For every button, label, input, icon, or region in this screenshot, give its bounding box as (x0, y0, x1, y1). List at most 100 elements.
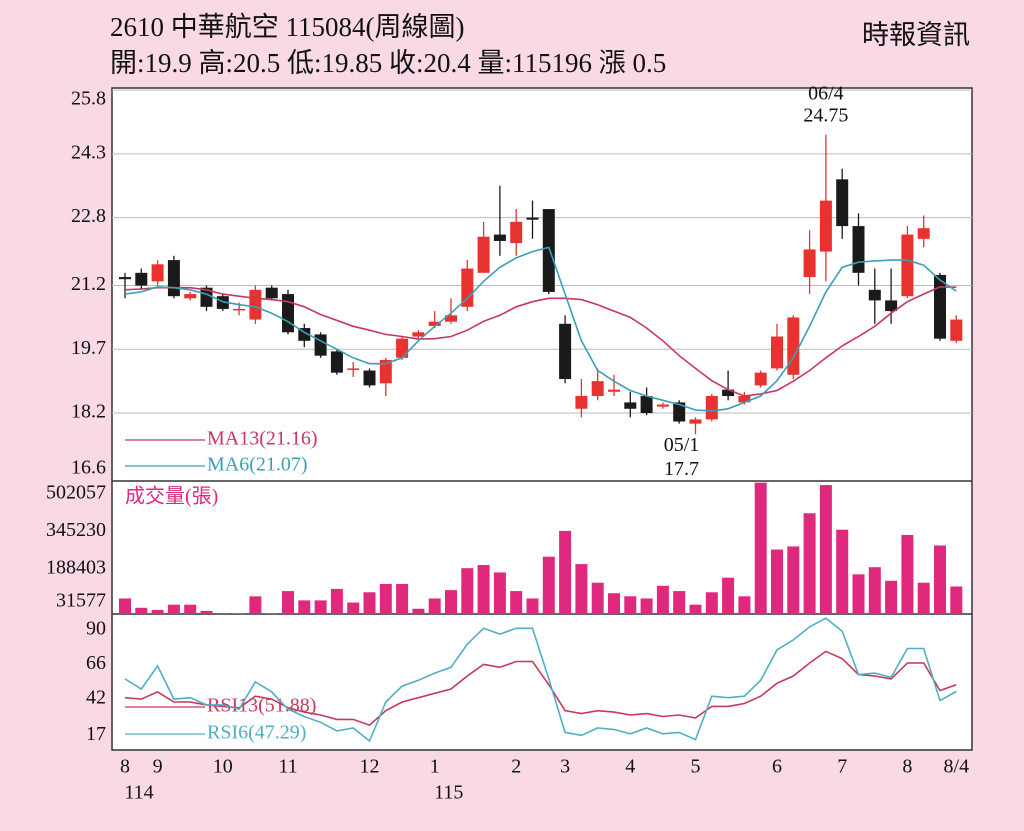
volume-bar (738, 596, 751, 614)
candle-body (722, 389, 735, 397)
candle-body (934, 274, 946, 339)
x-tick-label: 1 (430, 756, 440, 778)
candle-body (852, 226, 865, 273)
volume-bar (542, 556, 555, 614)
volume-bar (901, 534, 914, 614)
x-tick-label: 10 (213, 756, 233, 778)
candle-body (754, 372, 767, 386)
x-tick-label: 7 (837, 756, 847, 778)
candle-body (233, 308, 246, 311)
volume-bar (836, 529, 849, 614)
volume-bar (640, 598, 653, 614)
candle-body (526, 217, 539, 220)
y-tick-label: 66 (86, 652, 106, 674)
candle-body (461, 268, 474, 307)
volume-bar (591, 582, 604, 614)
legend-label: MA6(21.07) (207, 454, 308, 476)
volume-bar (396, 583, 409, 614)
y-tick-label: 345230 (46, 519, 106, 541)
candle-body (950, 319, 963, 341)
volume-bar (705, 592, 718, 614)
candle-body (656, 404, 669, 407)
volume-bar (119, 598, 131, 614)
candle-body (265, 287, 278, 299)
candle-body (151, 264, 164, 282)
volume-bar (819, 485, 832, 614)
series-line (124, 617, 957, 743)
plot-frame (111, 87, 973, 751)
candle-body (901, 234, 914, 297)
series-line (124, 246, 957, 412)
candle-body (787, 317, 800, 375)
panel-title: 成交量(張) (125, 485, 218, 508)
candle-body (184, 294, 197, 299)
annotation-date: 05/1 (664, 434, 700, 456)
candle-body (624, 402, 637, 409)
x-tick-label: 6 (772, 756, 782, 778)
volume-bar (608, 593, 620, 614)
candle-body (591, 381, 604, 397)
candle-body (803, 249, 816, 278)
candle-body (836, 179, 849, 227)
volume-bar (934, 545, 946, 614)
candle-body (510, 221, 523, 244)
volume-bar (477, 565, 490, 614)
volume-bar (624, 596, 637, 614)
x-tick-label: 12 (360, 756, 380, 778)
chart-title: 2610 中華航空 115084(周線圖) (110, 12, 464, 42)
volume-bar (868, 567, 881, 614)
candle-body (330, 351, 343, 373)
legend-label: RSI13(51.88) (207, 695, 316, 717)
volume-bar (885, 580, 898, 614)
candle-body (542, 209, 555, 292)
volume-bar (771, 549, 783, 614)
volume-bar (950, 586, 963, 614)
candle-body (363, 370, 376, 386)
annotation-date: 06/4 (808, 82, 844, 104)
volume-bar (379, 583, 392, 614)
volume-bar (330, 588, 343, 614)
volume-bar (363, 592, 376, 614)
annotation-value: 24.75 (803, 104, 848, 126)
candle-body (640, 396, 653, 414)
volume-bar (428, 598, 441, 614)
candle-body (200, 287, 213, 307)
source: 時報資訊 (862, 20, 970, 50)
x-tick-label: 2 (511, 756, 521, 778)
candle-body (379, 359, 392, 384)
volume-bar (787, 546, 800, 614)
candle-body (445, 315, 457, 322)
volume-bar (184, 604, 197, 614)
volume-bar (510, 591, 523, 614)
candle-body (493, 234, 506, 241)
x-tick-label: 4 (625, 756, 635, 778)
y-tick-label: 25.8 (71, 88, 106, 110)
x-tick-label: 11 (278, 756, 297, 778)
volume-bar (151, 609, 164, 614)
volume-bar (167, 604, 180, 614)
candle-body (771, 336, 783, 369)
y-tick-label: 24.3 (71, 141, 106, 163)
y-tick-label: 502057 (46, 482, 106, 504)
candle-body (167, 260, 180, 297)
volume-bar (526, 598, 539, 614)
y-tick-label: 17 (86, 723, 106, 745)
volume-bar (412, 608, 425, 614)
volume-bar (722, 577, 735, 614)
candle-body (314, 334, 327, 356)
volume-bar (803, 513, 816, 614)
y-tick-label: 31577 (56, 590, 106, 612)
x-year-label: 114 (124, 782, 153, 804)
volume-bar (445, 590, 457, 614)
x-tick-label: 5 (691, 756, 701, 778)
candle-body (575, 396, 588, 409)
volume-bar (347, 602, 360, 614)
volume-bar (559, 530, 572, 614)
x-tick-label: 9 (153, 756, 163, 778)
volume-bar (298, 600, 311, 614)
y-tick-label: 188403 (46, 557, 106, 579)
legend-label: MA13(21.16) (207, 428, 318, 450)
candle-body (917, 228, 930, 239)
quote-info: 開:19.9 高:20.5 低:19.85 收:20.4 量:115196 漲 … (110, 48, 666, 78)
